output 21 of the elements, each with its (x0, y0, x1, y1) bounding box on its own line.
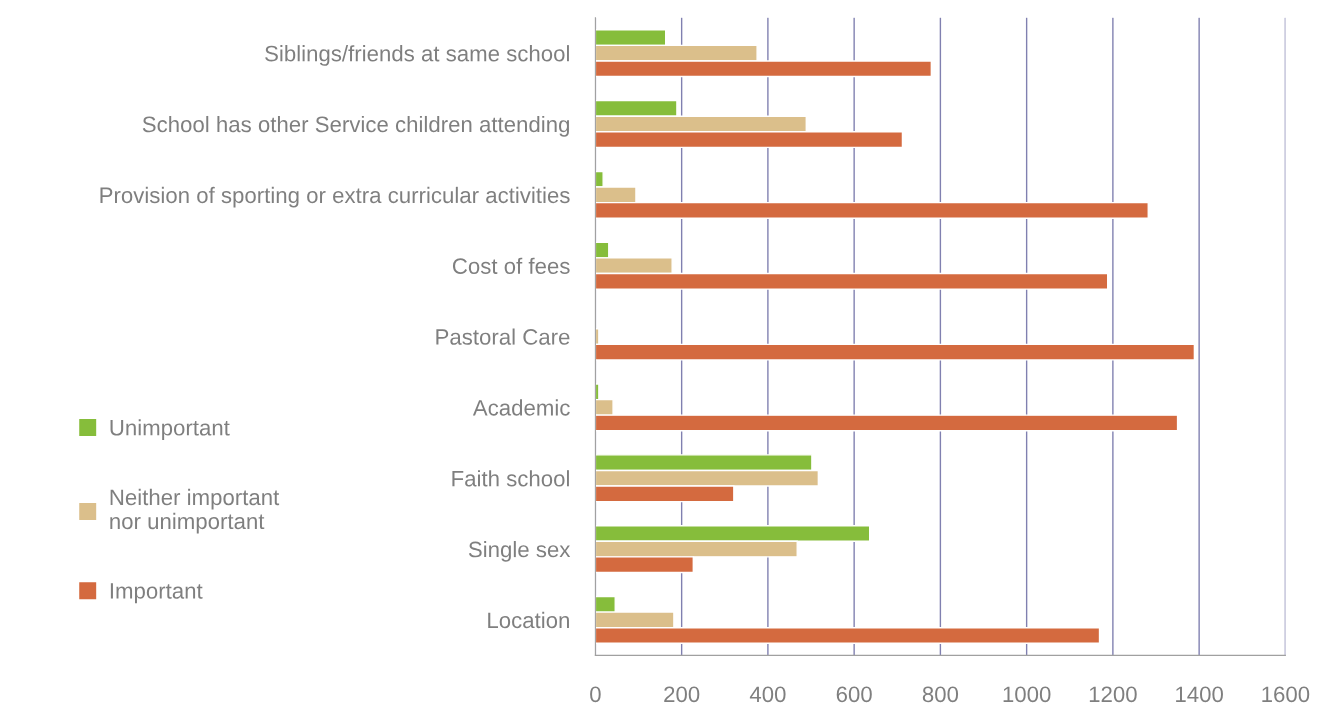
x-tick-label: 1400 (1176, 686, 1223, 703)
y-tick-label: Cost of fees (452, 257, 570, 274)
y-tick-label: Academic (472, 399, 570, 416)
y-tick-label: Provision of sporting or extra curricular activities (100, 186, 570, 208)
y-tick-label: Pastoral Care (436, 328, 570, 345)
y-tick-label: School has other Service children attending (142, 115, 569, 137)
y-tick-label: Location (488, 611, 569, 629)
y-tick-label: Single sex (468, 541, 571, 562)
x-tick-label: 200 (664, 686, 700, 703)
x-tick-label: 1200 (1089, 686, 1137, 703)
x-tick-label: 800 (922, 686, 959, 703)
x-tick-label: 1600 (1262, 686, 1310, 703)
x-tick-label: 1000 (1003, 686, 1051, 703)
legend-label: Neither important nor unimportant (110, 488, 280, 534)
x-tick-label: 400 (749, 686, 786, 703)
x-tick-label: 0 (590, 686, 601, 703)
legend-label: Unimportant (110, 419, 230, 440)
y-tick-label: Siblings/friends at same school (265, 45, 569, 66)
legend-label: Important (110, 583, 203, 604)
y-tick-label: Faith school (452, 470, 569, 487)
x-tick-label: 600 (836, 686, 872, 703)
